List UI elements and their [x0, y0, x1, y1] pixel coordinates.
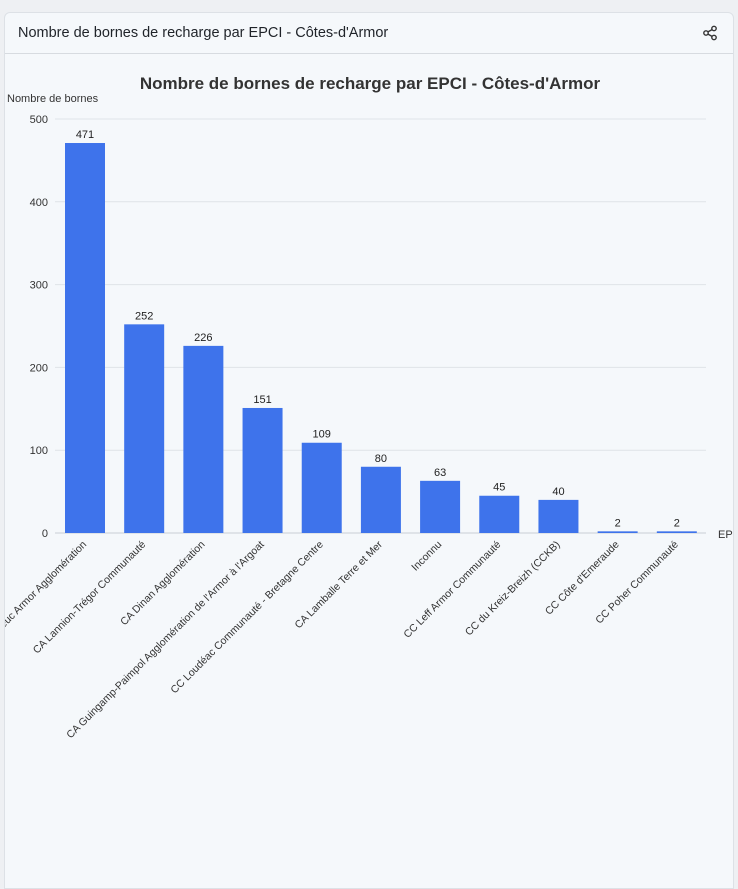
data-label: 151	[253, 394, 271, 406]
data-label: 252	[135, 310, 153, 322]
x-tick-label: CC Leff Armor Communauté	[401, 539, 503, 641]
bar	[360, 466, 401, 533]
data-label: 471	[76, 129, 94, 141]
data-label: 226	[194, 332, 212, 344]
data-label: 2	[615, 517, 621, 529]
y-tick-label: 200	[30, 362, 48, 374]
bar	[479, 495, 520, 533]
y-tick-label: 500	[30, 114, 48, 126]
data-label: 40	[552, 486, 564, 498]
chart-card: Nombre de bornes de recharge par EPCI - …	[4, 12, 734, 889]
bar	[183, 345, 224, 533]
x-tick-label: CA Lannion-Trégor Communauté	[31, 539, 149, 657]
y-axis-label: Nombre de bornes	[7, 93, 99, 105]
data-label: 109	[313, 429, 331, 441]
card-header: Nombre de bornes de recharge par EPCI - …	[5, 13, 733, 54]
chart-title: Nombre de bornes de recharge par EPCI - …	[140, 74, 601, 93]
y-tick-label: 100	[30, 445, 48, 457]
share-icon[interactable]	[701, 24, 719, 42]
x-axis-label: EPCI	[718, 529, 734, 541]
bar	[420, 480, 461, 533]
x-tick-label: CA Guingamp-Paimpol Agglomération de l'A…	[64, 539, 266, 741]
bar	[242, 407, 283, 533]
y-tick-label: 0	[42, 528, 48, 540]
bar	[65, 143, 105, 533]
bar	[301, 442, 342, 533]
x-tick-label: Inconnu	[409, 539, 444, 574]
data-label: 63	[434, 467, 446, 479]
y-tick-label: 400	[30, 197, 48, 209]
y-tick-label: 300	[30, 280, 48, 292]
bar	[597, 531, 638, 533]
data-label: 2	[674, 517, 680, 529]
data-label: 45	[493, 482, 505, 494]
bar	[124, 324, 165, 533]
data-label: 80	[375, 453, 387, 465]
bar	[656, 531, 697, 533]
bar	[538, 499, 579, 533]
card-title: Nombre de bornes de recharge par EPCI - …	[18, 25, 389, 41]
bar-chart: Nombre de bornes de recharge par EPCI - …	[5, 74, 734, 741]
x-tick-label: CC du Kreiz-Breizh (CCKB)	[463, 539, 563, 639]
